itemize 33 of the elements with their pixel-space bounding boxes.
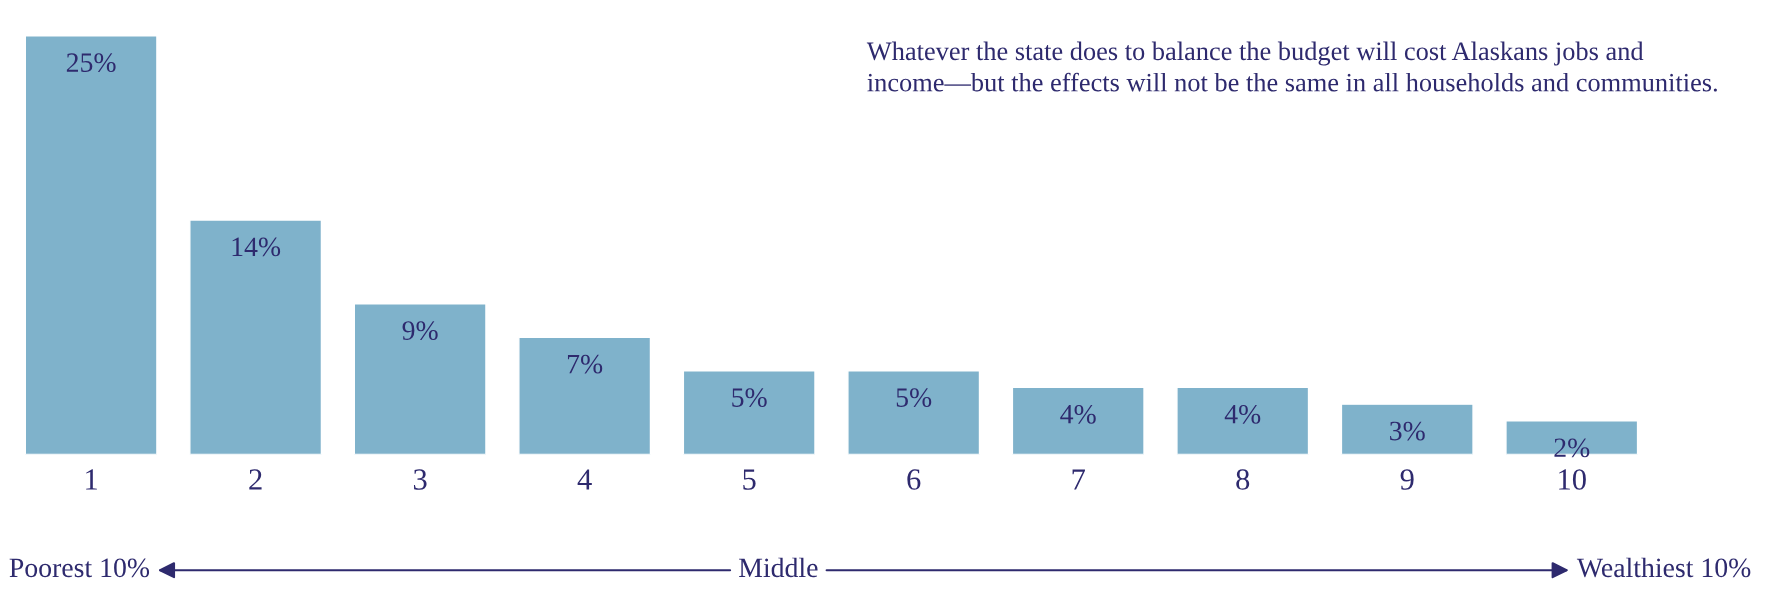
bar bbox=[189, 219, 323, 455]
bar bbox=[1340, 403, 1474, 455]
x-tick-label: 8 bbox=[1236, 469, 1250, 490]
data-label: 2% bbox=[1554, 438, 1590, 458]
x-tick-label: 3 bbox=[413, 469, 427, 490]
bar bbox=[353, 303, 487, 455]
data-label: 4% bbox=[1060, 404, 1096, 424]
x-tick-label: 10 bbox=[1559, 469, 1586, 490]
text: Poorest 10% bbox=[9, 558, 150, 578]
data-label: 5% bbox=[896, 388, 932, 407]
bar bbox=[24, 35, 158, 455]
x-tick-label: 1 bbox=[86, 469, 97, 490]
x-tick-label: 5 bbox=[743, 469, 756, 490]
annotation: Whatever the state does to balance the budget will cost Alaskans jobs and income—but the effects will not be the same in all households and communities. bbox=[866, 41, 1717, 92]
x-tick-label: 2 bbox=[249, 469, 262, 490]
text: Middle bbox=[739, 557, 818, 578]
bar bbox=[1176, 386, 1310, 455]
data-label: 25% bbox=[66, 53, 116, 73]
data-label: 3% bbox=[1390, 421, 1425, 441]
x-tick-label: 6 bbox=[907, 469, 921, 490]
bar bbox=[682, 369, 816, 455]
data-label: 9% bbox=[402, 321, 438, 341]
bar bbox=[518, 336, 652, 455]
text: Wealthiest 10% bbox=[1576, 557, 1751, 578]
x-tick-label: 7 bbox=[1072, 469, 1085, 490]
data-label: 14% bbox=[232, 237, 281, 257]
data-label: 4% bbox=[1224, 404, 1261, 424]
x-tick-label: 9 bbox=[1400, 469, 1414, 490]
data-label: 5% bbox=[732, 388, 767, 407]
x-tick-label: 4 bbox=[577, 469, 592, 490]
bar bbox=[1011, 386, 1145, 455]
data-label: 7% bbox=[567, 354, 603, 374]
bar bbox=[847, 369, 981, 455]
